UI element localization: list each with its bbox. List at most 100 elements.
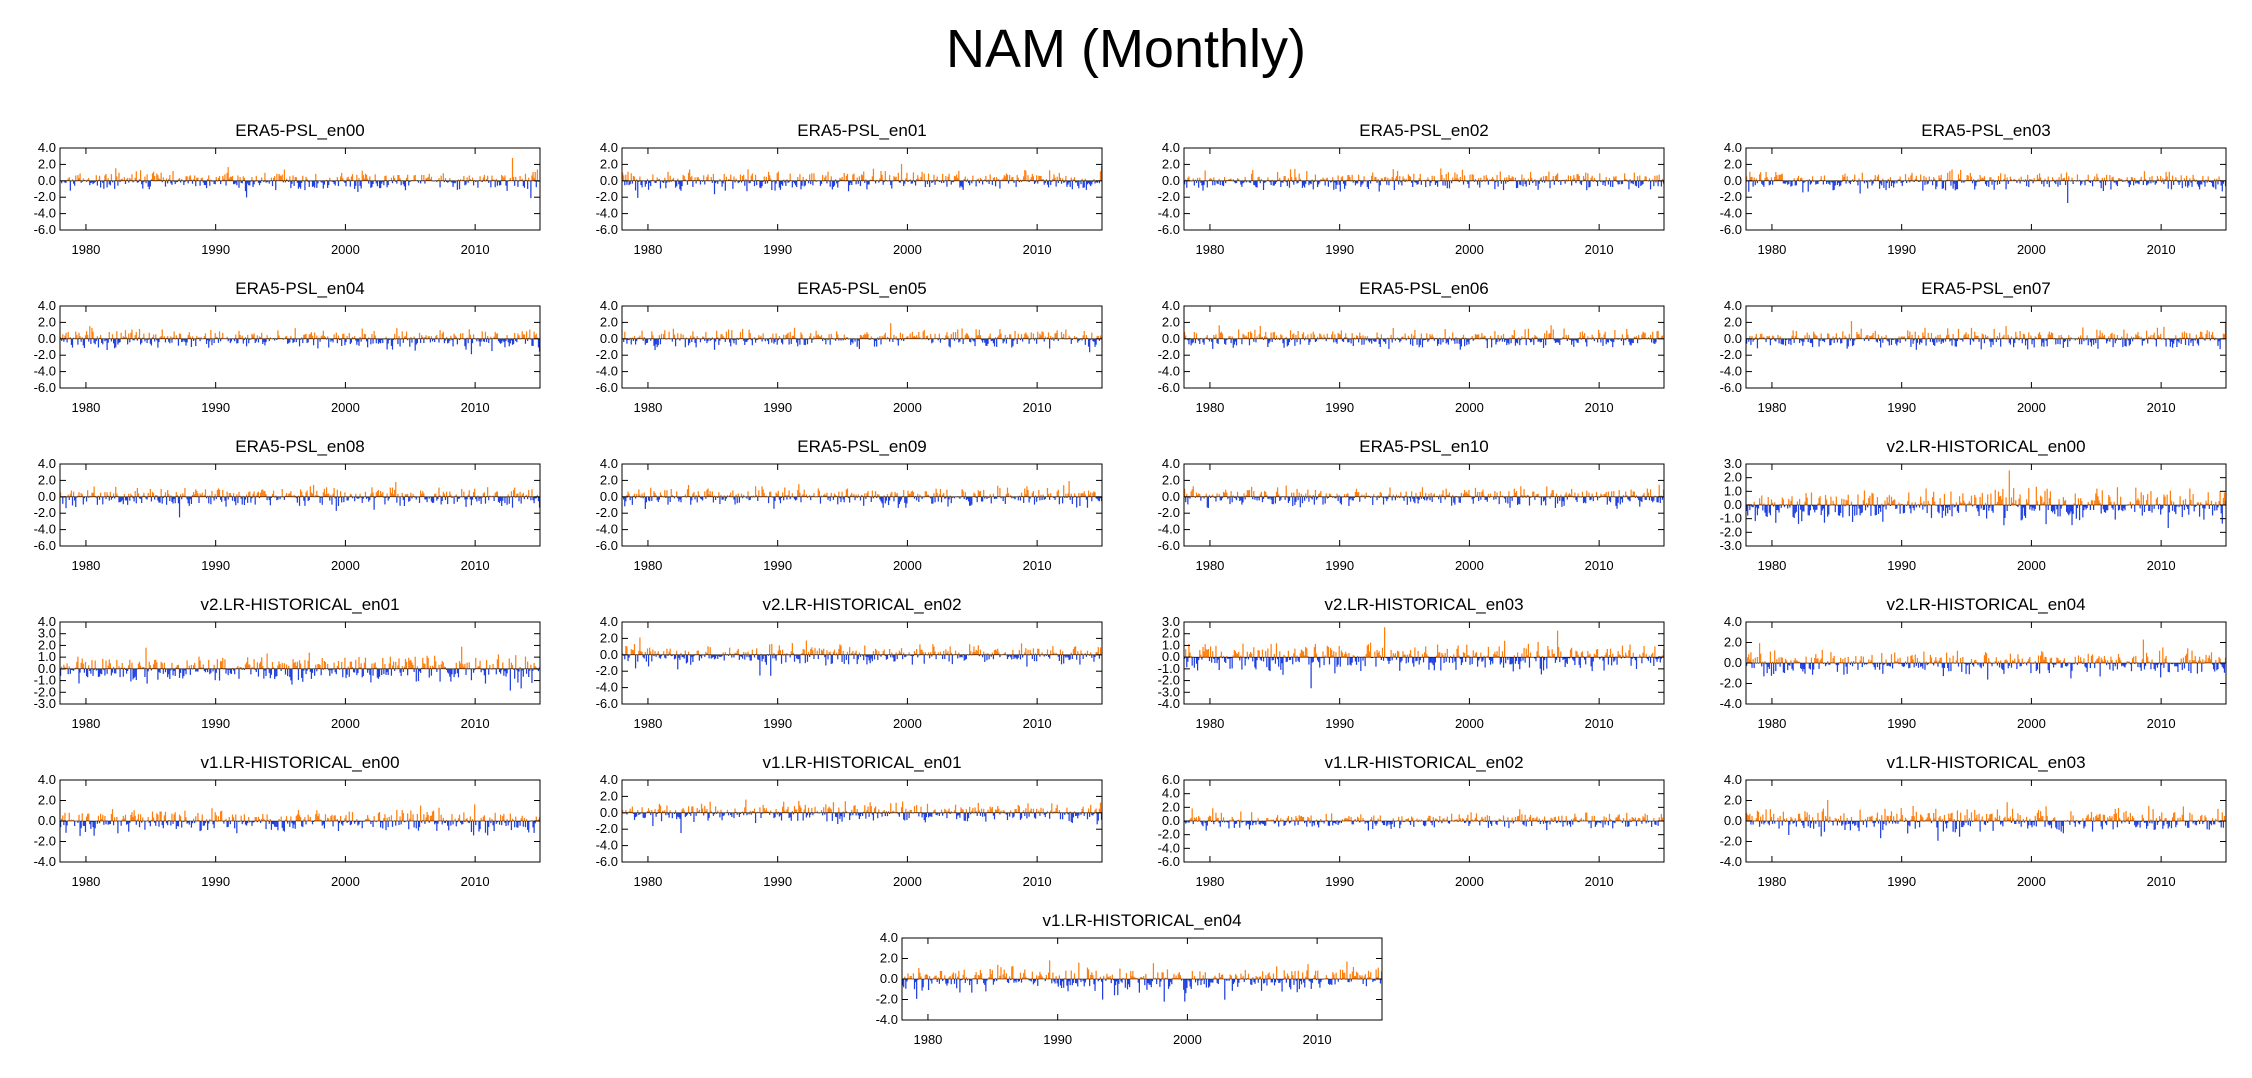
data-bar	[147, 338, 149, 340]
data-bar	[167, 336, 169, 339]
data-bar	[1425, 180, 1427, 188]
data-bar	[750, 338, 752, 341]
data-bar	[196, 335, 198, 339]
data-bar	[1321, 179, 1323, 181]
data-bar	[195, 180, 197, 187]
data-bar	[744, 180, 746, 186]
data-bar	[1858, 178, 1860, 181]
data-bar	[132, 338, 134, 341]
data-bar	[255, 338, 257, 342]
data-bar	[1003, 338, 1005, 342]
data-bar	[434, 493, 436, 497]
data-bar	[1756, 180, 1759, 184]
data-bar	[1319, 180, 1321, 183]
data-bar	[1938, 175, 1940, 181]
data-bar	[2195, 179, 2197, 181]
data-bar	[1863, 180, 1866, 184]
data-bar	[1389, 487, 1391, 497]
data-bar	[1508, 175, 1510, 181]
data-bar	[1341, 338, 1344, 342]
data-bar	[1510, 338, 1512, 344]
data-bar	[330, 494, 332, 497]
data-bar	[441, 496, 443, 501]
data-bar	[2100, 336, 2102, 339]
data-bar	[231, 496, 234, 501]
y-tick-label: 4.0	[1724, 140, 1742, 155]
data-bar	[1795, 331, 1797, 339]
data-bar	[292, 175, 294, 181]
data-bar	[937, 338, 939, 341]
data-bar	[754, 338, 757, 343]
data-bar	[817, 334, 819, 339]
data-bar	[1028, 180, 1030, 183]
data-bar	[2106, 338, 2108, 344]
data-bar	[1642, 180, 1644, 184]
data-bar	[987, 338, 989, 344]
data-bar	[2144, 178, 2147, 181]
data-bar	[1342, 338, 1345, 342]
data-bar	[1789, 338, 1791, 341]
data-bar	[725, 496, 728, 499]
data-bar	[107, 338, 109, 343]
data-bar	[1332, 177, 1334, 181]
data-bar	[329, 496, 331, 501]
data-bar	[197, 493, 199, 497]
data-bar	[1960, 338, 1962, 340]
data-bar	[78, 332, 80, 339]
data-bar	[431, 496, 434, 503]
data-bar	[2062, 338, 2064, 348]
data-bar	[439, 180, 441, 188]
data-bar	[416, 179, 418, 181]
data-bar	[717, 180, 719, 184]
data-bar	[1227, 180, 1229, 181]
data-bar	[203, 336, 206, 339]
data-bar	[2205, 333, 2207, 339]
data-bar	[420, 490, 422, 497]
data-bar	[1512, 177, 1514, 181]
data-bar	[438, 487, 440, 497]
data-bar	[659, 492, 662, 497]
data-bar	[1268, 496, 1270, 500]
data-bar	[1769, 338, 1772, 346]
data-bar	[676, 491, 678, 497]
data-bar	[2046, 338, 2048, 347]
data-bar	[209, 180, 211, 186]
data-bar	[1027, 175, 1029, 181]
data-bar	[1654, 338, 1656, 344]
data-bar	[665, 496, 667, 499]
data-bar	[1946, 335, 1948, 339]
data-bar	[2202, 176, 2204, 181]
data-bar	[1790, 338, 1792, 345]
data-bar	[1313, 496, 1315, 505]
data-bar	[500, 338, 502, 344]
data-bar	[511, 338, 514, 345]
data-bar	[257, 180, 260, 183]
data-bar	[1811, 338, 1814, 348]
data-bar	[1462, 180, 1465, 185]
data-bar	[953, 338, 956, 341]
data-bar	[316, 180, 318, 188]
data-bar	[952, 332, 955, 339]
data-bar	[1073, 336, 1076, 339]
data-bar	[1309, 494, 1311, 497]
data-bar	[340, 491, 342, 497]
data-bar	[502, 176, 504, 181]
data-bar	[128, 493, 130, 497]
data-bar	[1187, 338, 1189, 341]
data-bar	[1794, 180, 1796, 186]
data-bar	[985, 495, 987, 497]
data-bar	[685, 496, 688, 498]
data-bar	[1620, 338, 1622, 341]
data-bar	[1360, 336, 1362, 339]
data-bar	[2112, 338, 2114, 348]
data-bar	[1455, 337, 1457, 339]
data-bar	[985, 176, 987, 181]
data-bar	[630, 496, 632, 498]
data-bar	[386, 180, 388, 188]
data-bar	[2007, 180, 2009, 184]
data-bar	[1956, 338, 1959, 342]
data-bar	[911, 180, 913, 184]
data-bar	[975, 496, 977, 498]
data-bar	[200, 337, 202, 339]
